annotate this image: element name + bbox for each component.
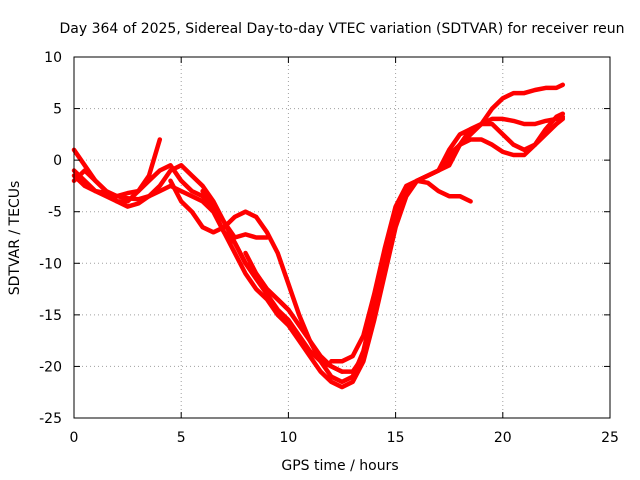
x-tick-labels: 0 5 10 15 20 25 bbox=[70, 430, 619, 446]
x-tick-label: 10 bbox=[279, 430, 297, 446]
series-line-track-4 bbox=[329, 114, 566, 364]
y-tick-label: -10 bbox=[39, 256, 62, 272]
y-tick-labels: -25 -20 -15 -10 -5 0 5 10 bbox=[39, 50, 62, 427]
series-line-track-9 bbox=[243, 250, 345, 374]
y-tick-label: 10 bbox=[44, 50, 62, 66]
plot-frame bbox=[73, 56, 611, 419]
y-tick-label: -15 bbox=[39, 308, 62, 324]
y-axis-label: SDTVAR / TECUs bbox=[7, 181, 23, 296]
y-tick-label: 0 bbox=[53, 153, 62, 169]
y-tick-label: 5 bbox=[53, 102, 62, 118]
series-line-track-6 bbox=[436, 82, 566, 173]
grid-lines bbox=[74, 57, 610, 418]
series-line-track-8 bbox=[200, 188, 270, 240]
series-line-track-7 bbox=[168, 178, 377, 385]
y-tick-label: -25 bbox=[39, 411, 62, 427]
y-tick-label: -5 bbox=[48, 205, 62, 221]
x-tick-label: 0 bbox=[70, 430, 79, 446]
x-tick-label: 5 bbox=[177, 430, 186, 446]
x-tick-label: 20 bbox=[494, 430, 512, 446]
x-tick-label: 25 bbox=[601, 430, 619, 446]
chart-title: Day 364 of 2025, Sidereal Day-to-day VTE… bbox=[59, 21, 624, 37]
series-layer bbox=[71, 82, 566, 390]
axis-ticks bbox=[73, 56, 611, 419]
y-tick-label: -20 bbox=[39, 359, 62, 375]
series-line-track-5 bbox=[350, 111, 566, 379]
x-axis-label: GPS time / hours bbox=[281, 458, 398, 474]
series-line-track-10 bbox=[71, 163, 291, 312]
x-tick-label: 15 bbox=[387, 430, 405, 446]
series-line-track-3 bbox=[71, 116, 566, 390]
